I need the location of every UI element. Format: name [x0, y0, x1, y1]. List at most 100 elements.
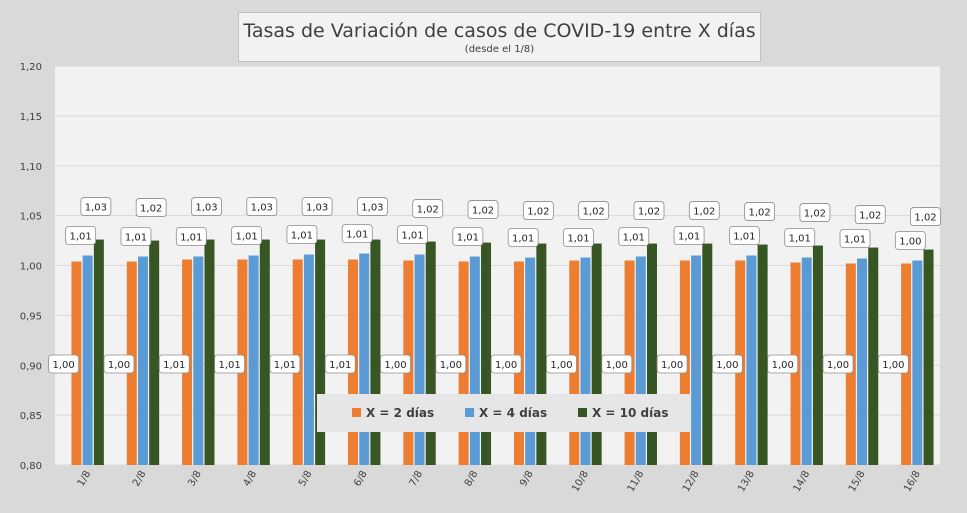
- data-label-box: [397, 225, 428, 244]
- data-label: 1,00: [827, 360, 849, 371]
- data-label: 1,01: [346, 230, 368, 241]
- legend-swatch: [465, 408, 474, 417]
- data-label: 1,01: [623, 233, 645, 244]
- data-label-box: [601, 354, 633, 374]
- data-label-box: [656, 354, 688, 374]
- data-label: 1,01: [733, 232, 755, 243]
- data-label-box: [490, 354, 522, 374]
- data-label: 1,03: [306, 203, 328, 214]
- x-tick-label: 16/8: [902, 469, 923, 494]
- bar: [901, 263, 912, 465]
- data-label: 1,00: [661, 360, 683, 371]
- legend-label: X = 2 días: [366, 406, 434, 420]
- x-tick-label: 11/8: [626, 469, 647, 494]
- data-label: 1,01: [678, 232, 700, 243]
- bar: [525, 257, 536, 465]
- x-tick-label: 13/8: [736, 469, 757, 494]
- bar: [93, 239, 104, 465]
- data-label-box: [578, 201, 610, 220]
- data-label: 1,01: [235, 232, 257, 243]
- bar: [82, 255, 93, 465]
- data-label-box: [412, 199, 444, 218]
- data-label: 1,02: [472, 206, 494, 217]
- data-label: 1,00: [606, 360, 628, 371]
- bar: [403, 260, 414, 465]
- data-label-box: [231, 226, 262, 245]
- data-label: 1,01: [291, 231, 313, 242]
- legend-box: [317, 394, 691, 432]
- x-tick-label: 1/8: [76, 469, 94, 488]
- data-label-box: [246, 197, 278, 216]
- data-label-box: [286, 225, 318, 244]
- y-tick-label: 0,85: [20, 411, 42, 422]
- legend-swatch: [352, 408, 361, 417]
- data-label-box: [744, 202, 776, 221]
- y-tick-label: 0,95: [20, 311, 42, 322]
- data-label: 1,00: [440, 360, 462, 371]
- x-tick-label: 6/8: [352, 469, 370, 488]
- data-label: 1,00: [384, 360, 406, 371]
- data-label: 1,03: [195, 203, 217, 214]
- y-tick-label: 0,80: [20, 461, 42, 472]
- data-label: 1,02: [914, 213, 936, 224]
- data-label-box: [191, 197, 222, 216]
- data-label-box: [175, 227, 207, 246]
- legend-label: X = 4 días: [479, 406, 547, 420]
- data-label-box: [784, 228, 816, 247]
- chart-title-box: Tasas de Variación de casos de COVID-19 …: [238, 12, 761, 62]
- data-label: 1,02: [748, 208, 770, 219]
- bar: [126, 261, 137, 465]
- data-label-box: [894, 231, 926, 250]
- data-label-box: [839, 229, 871, 248]
- data-label: 1,00: [716, 360, 738, 371]
- bar: [259, 239, 270, 465]
- bar: [735, 260, 746, 465]
- data-label-box: [546, 354, 577, 374]
- x-tick-label: 15/8: [847, 469, 868, 494]
- legend-label: X = 10 días: [592, 406, 668, 420]
- data-label: 1,02: [417, 205, 439, 216]
- data-label: 1,00: [53, 360, 75, 371]
- data-label: 1,02: [583, 207, 605, 218]
- data-label: 1,01: [163, 360, 185, 371]
- data-label-box: [563, 228, 594, 247]
- bar: [182, 259, 193, 465]
- bar: [425, 241, 436, 465]
- bar: [790, 262, 801, 465]
- bar: [912, 260, 923, 465]
- data-label-box: [522, 201, 554, 220]
- data-label: 1,02: [527, 207, 549, 218]
- data-label-box: [799, 203, 831, 222]
- data-label-box: [910, 207, 941, 226]
- bar: [812, 245, 823, 465]
- data-label-box: [633, 201, 665, 220]
- bar: [923, 249, 934, 465]
- data-label: 1,01: [844, 235, 866, 246]
- x-tick-label: 4/8: [242, 469, 260, 488]
- data-label-box: [452, 227, 484, 246]
- data-label-box: [507, 228, 539, 247]
- data-label: 1,03: [251, 203, 273, 214]
- x-tick-label: 7/8: [408, 469, 426, 488]
- data-label-box: [380, 354, 411, 374]
- data-label: 1,01: [70, 232, 92, 243]
- bar: [513, 261, 524, 465]
- bar: [348, 259, 359, 465]
- y-tick-label: 1,10: [20, 162, 42, 173]
- data-label-box: [435, 354, 467, 374]
- data-label: 1,01: [789, 234, 811, 245]
- data-label: 1,02: [638, 207, 660, 218]
- data-label-box: [688, 201, 720, 220]
- x-tick-label: 8/8: [463, 469, 481, 488]
- data-label-box: [467, 200, 499, 219]
- bar: [646, 243, 657, 465]
- y-tick-label: 1,20: [20, 62, 42, 73]
- x-tick-label: 10/8: [570, 469, 591, 494]
- data-label-box: [341, 224, 373, 243]
- data-label-box: [673, 226, 705, 245]
- bar: [580, 257, 591, 465]
- bar: [746, 255, 757, 465]
- x-tick-label: 14/8: [792, 469, 813, 494]
- bar: [149, 240, 160, 465]
- data-label-box: [618, 227, 650, 246]
